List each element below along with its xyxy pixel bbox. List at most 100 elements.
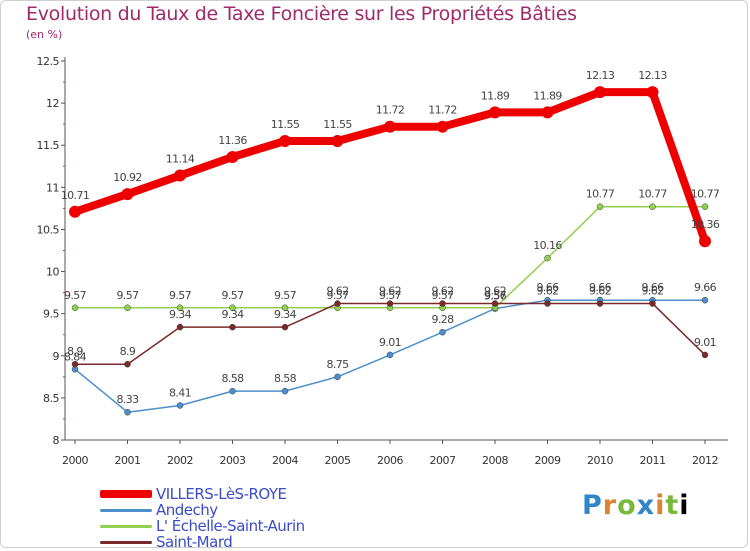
data-label: 8.75 xyxy=(326,358,349,371)
data-label: 11.89 xyxy=(481,89,510,102)
y-axis-unit: (en %) xyxy=(26,28,63,41)
data-point xyxy=(489,106,501,119)
data-label: 11.55 xyxy=(323,118,352,131)
chart-title: Evolution du Taux de Taxe Foncière sur l… xyxy=(26,3,577,25)
data-point xyxy=(701,296,709,304)
data-label: 9.62 xyxy=(641,285,663,298)
y-tick-label: 10.5 xyxy=(37,223,60,236)
data-point xyxy=(279,135,291,148)
data-point xyxy=(124,408,131,416)
x-tick-label: 2004 xyxy=(272,454,298,467)
legend-item: Andechy xyxy=(100,501,400,519)
data-label: 8.9 xyxy=(120,345,136,358)
data-label: 9.57 xyxy=(484,289,507,302)
data-label: 8.84 xyxy=(64,350,87,363)
data-point xyxy=(229,304,236,312)
data-label: 9.57 xyxy=(169,289,192,302)
data-point xyxy=(491,300,499,307)
data-point xyxy=(174,169,186,182)
x-tick-label: 2006 xyxy=(377,454,403,467)
legend-item: L' Échelle-Saint-Aurin xyxy=(100,517,400,535)
x-tick-label: 2009 xyxy=(535,454,561,467)
legend-swatch xyxy=(100,490,152,498)
y-tick-label: 12.5 xyxy=(37,55,60,68)
x-tick-label: 2007 xyxy=(430,454,456,467)
data-point xyxy=(176,323,184,331)
legend: VILLERS-LèS-ROYE Andechy L' Échelle-Saint-… xyxy=(100,485,400,551)
x-tick-label: 2010 xyxy=(587,454,613,467)
data-point xyxy=(281,323,289,331)
data-point xyxy=(649,300,656,307)
data-label: 11.72 xyxy=(428,104,457,117)
y-tick-label: 8 xyxy=(53,434,60,447)
legend-swatch xyxy=(100,509,152,512)
data-point xyxy=(544,300,551,307)
data-label: 9.66 xyxy=(589,281,612,294)
data-label: 9.62 xyxy=(379,285,401,298)
data-point xyxy=(646,86,659,99)
y-tick-label: 10 xyxy=(46,266,59,279)
data-point xyxy=(71,360,79,368)
data-point xyxy=(386,300,394,307)
data-point xyxy=(281,387,289,395)
legend-swatch xyxy=(100,541,152,544)
x-tick-label: 2005 xyxy=(325,454,351,467)
data-label: 9.57 xyxy=(274,289,297,302)
y-tick-label: 11 xyxy=(46,181,59,194)
data-point xyxy=(596,203,604,210)
legend-item: Saint-Mard xyxy=(100,533,400,551)
y-tick-label: 9 xyxy=(53,350,60,363)
data-point xyxy=(596,300,604,307)
data-point xyxy=(281,304,289,312)
data-point xyxy=(334,300,341,307)
x-tick-label: 2003 xyxy=(220,454,246,467)
y-tick-label: 8.5 xyxy=(43,392,59,405)
data-label: 8.58 xyxy=(274,372,297,385)
y-tick-label: 12 xyxy=(46,97,59,110)
data-label: 10.16 xyxy=(533,239,562,252)
data-label: 11.14 xyxy=(166,153,195,166)
legend-label: L' Échelle-Saint-Aurin xyxy=(156,517,305,535)
proxiti-logo: Proxiti xyxy=(582,490,690,521)
data-label: 9.62 xyxy=(484,285,506,298)
data-label: 9.57 xyxy=(326,289,349,302)
data-label: 9.56 xyxy=(484,290,507,303)
data-label: 9.57 xyxy=(379,289,402,302)
data-point xyxy=(386,351,394,359)
data-label: 9.66 xyxy=(641,281,664,294)
data-label: 11.36 xyxy=(218,134,247,147)
data-point xyxy=(701,203,709,210)
data-point xyxy=(176,402,184,409)
data-point xyxy=(226,151,239,164)
data-label: 11.72 xyxy=(376,104,405,117)
data-point xyxy=(69,205,81,218)
data-label: 9.62 xyxy=(589,285,611,298)
x-tick-label: 2001 xyxy=(115,454,141,467)
y-tick-label: 11.5 xyxy=(37,139,60,152)
data-label: 11.55 xyxy=(271,118,300,131)
data-point xyxy=(701,351,709,359)
legend-item: VILLERS-LèS-ROYE xyxy=(100,485,400,503)
legend-label: VILLERS-LèS-ROYE xyxy=(156,485,287,503)
data-point xyxy=(331,135,344,148)
data-point xyxy=(439,300,446,307)
data-label: 9.34 xyxy=(221,308,244,321)
legend-label: Andechy xyxy=(156,501,218,519)
x-tick-label: 2012 xyxy=(692,454,718,467)
data-point xyxy=(229,323,236,331)
legend-swatch xyxy=(100,525,152,528)
data-label: 9.57 xyxy=(116,289,139,302)
x-tick-label: 2000 xyxy=(62,454,88,467)
data-point xyxy=(439,328,446,336)
data-point xyxy=(229,387,236,395)
data-label: 10.71 xyxy=(61,189,90,202)
data-point xyxy=(124,360,131,368)
data-label: 9.57 xyxy=(64,289,87,302)
data-point xyxy=(649,203,656,210)
data-label: 10.77 xyxy=(586,188,615,201)
data-label: 9.34 xyxy=(169,308,192,321)
x-tick-label: 2011 xyxy=(640,454,666,467)
data-label: 9.62 xyxy=(326,285,348,298)
